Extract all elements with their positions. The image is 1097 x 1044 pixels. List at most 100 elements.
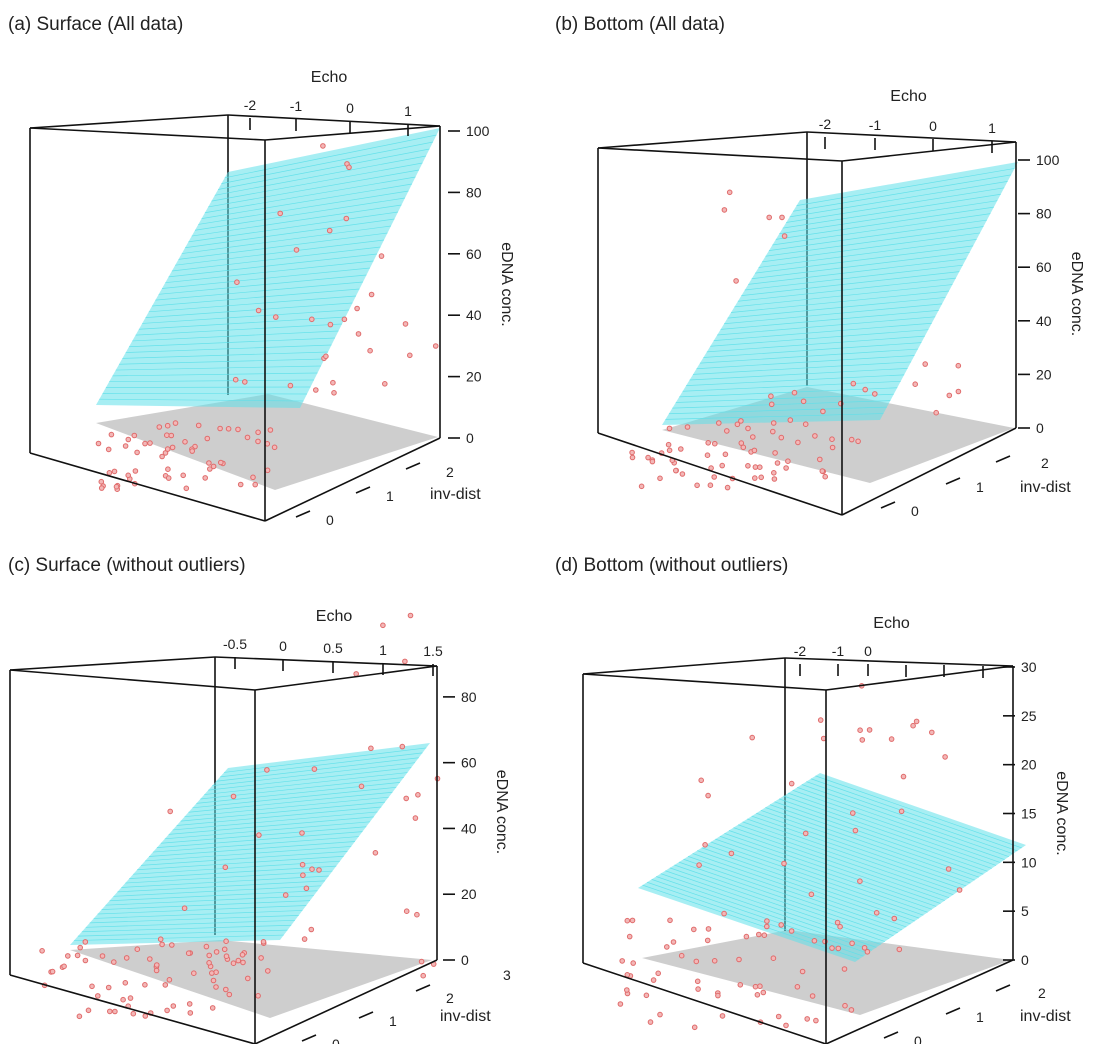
data-point: [147, 956, 153, 962]
z-tick-label: 40: [461, 820, 477, 836]
data-point: [752, 475, 758, 481]
data-point: [702, 842, 708, 848]
y-tick-label: 3: [503, 967, 511, 983]
data-point: [346, 164, 352, 171]
data-point: [691, 1024, 698, 1031]
data-point: [95, 993, 101, 999]
x-tick-label: 0: [346, 100, 354, 116]
z-tick-label: 30: [1021, 659, 1037, 675]
plane-grid-line: [158, 274, 367, 295]
data-point: [182, 439, 188, 445]
plane-grid-line: [741, 271, 960, 296]
data-point: [719, 1013, 726, 1019]
data-point: [670, 939, 677, 945]
y-tick-label: 0: [326, 512, 334, 528]
plane-grid-line: [101, 900, 311, 910]
x-tick-label: 0: [279, 638, 287, 654]
data-point: [166, 977, 173, 983]
data-point: [678, 446, 684, 452]
plane-grid-line: [105, 895, 314, 906]
plane-grid-line: [112, 372, 318, 377]
data-point: [77, 944, 83, 951]
data-point: [745, 463, 751, 469]
plane-grid-line: [119, 358, 325, 365]
box-edge: [597, 147, 843, 162]
data-point: [303, 885, 310, 892]
plane-grid-line: [706, 335, 925, 353]
plane-grid-line: [724, 833, 937, 907]
plane-grid-line: [742, 821, 954, 896]
data-point: [414, 911, 420, 918]
data-point: [665, 441, 672, 448]
data-point: [134, 449, 140, 456]
data-point: [316, 867, 322, 873]
box-edge: [582, 657, 786, 675]
data-point: [617, 1001, 624, 1007]
data-point: [933, 409, 940, 416]
data-point: [191, 970, 197, 977]
data-point: [629, 449, 635, 456]
data-point: [181, 905, 188, 912]
data-point: [255, 993, 261, 999]
y-tick-label: 2: [1041, 455, 1049, 471]
plane-grid-line: [135, 323, 343, 336]
box-edge: [254, 959, 438, 1044]
x-tick-label: 1: [988, 120, 996, 136]
plane-grid-line: [727, 297, 946, 319]
plane-grid-line: [133, 860, 341, 875]
plane-grid-line: [779, 200, 998, 235]
data-point: [125, 436, 132, 443]
data-point: [209, 970, 215, 976]
data-point: [696, 862, 702, 868]
plane-grid-line: [693, 361, 912, 375]
plane-grid-line: [797, 787, 1005, 860]
x-axis-label: Echo: [890, 88, 927, 105]
data-point: [787, 417, 794, 423]
plane-grid-line: [668, 406, 887, 415]
data-point: [264, 467, 271, 474]
data-point: [738, 418, 744, 424]
data-point: [913, 718, 920, 725]
data-point: [834, 919, 841, 926]
plane-grid-line: [796, 168, 1015, 206]
data-point: [775, 1013, 782, 1020]
data-point: [657, 475, 663, 482]
data-point: [402, 658, 408, 665]
y-tick-label: 0: [914, 1033, 922, 1044]
plane-grid-line: [128, 337, 336, 348]
box-edge: [254, 665, 438, 691]
data-point: [234, 279, 240, 286]
data-point: [131, 432, 138, 439]
plane-grid-line: [184, 796, 389, 818]
plane-grid-line: [125, 870, 333, 884]
plane-grid-line: [768, 219, 987, 251]
y-axis-label: inv-dist: [440, 1008, 491, 1025]
data-point: [707, 482, 714, 489]
data-point: [320, 143, 326, 149]
data-point: [213, 984, 219, 990]
data-point: [666, 447, 673, 454]
data-point: [704, 452, 711, 459]
data-point: [147, 440, 153, 446]
data-point: [106, 470, 113, 476]
data-point: [372, 850, 379, 856]
data-point: [169, 942, 175, 948]
data-point: [698, 777, 705, 784]
data-point: [244, 434, 251, 441]
plane-grid-line: [121, 875, 329, 888]
plane-grid-line: [164, 821, 371, 840]
data-point: [287, 382, 294, 389]
data-point: [666, 425, 673, 432]
data-point: [684, 424, 691, 430]
data-point: [758, 474, 765, 481]
plane-grid-line: [651, 879, 868, 954]
data-point: [273, 314, 279, 320]
data-point: [738, 440, 745, 446]
data-point: [704, 937, 711, 944]
data-point: [873, 910, 880, 916]
data-point: [721, 910, 727, 917]
data-point: [159, 941, 165, 948]
data-point: [898, 808, 905, 815]
plane-grid-line: [161, 267, 371, 289]
plane-grid-line: [728, 830, 941, 904]
